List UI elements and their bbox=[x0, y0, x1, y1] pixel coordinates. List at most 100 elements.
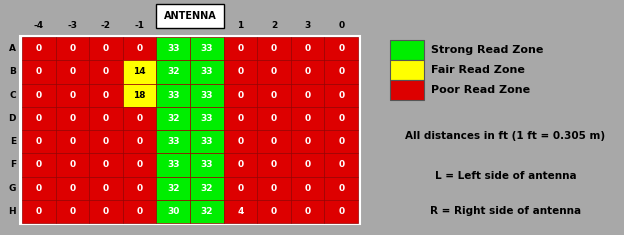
Bar bbox=[257, 200, 291, 223]
Bar bbox=[56, 200, 89, 223]
Text: 0: 0 bbox=[305, 137, 311, 146]
Text: 0: 0 bbox=[36, 114, 42, 123]
Bar bbox=[22, 83, 56, 107]
Bar bbox=[324, 153, 358, 176]
Bar bbox=[223, 153, 257, 176]
Bar bbox=[157, 153, 190, 176]
Text: 32: 32 bbox=[167, 67, 180, 76]
Text: 0: 0 bbox=[69, 114, 76, 123]
Text: 0: 0 bbox=[103, 114, 109, 123]
Bar bbox=[190, 200, 223, 223]
Bar bbox=[22, 60, 56, 83]
Text: 33: 33 bbox=[200, 114, 213, 123]
Bar bbox=[22, 200, 56, 223]
Bar bbox=[190, 176, 223, 200]
Bar bbox=[157, 200, 190, 223]
Bar bbox=[223, 130, 257, 153]
Bar bbox=[257, 153, 291, 176]
Text: 30: 30 bbox=[167, 207, 179, 216]
Text: 0: 0 bbox=[237, 137, 243, 146]
Bar bbox=[291, 107, 324, 130]
Text: 0: 0 bbox=[271, 67, 277, 76]
Bar bbox=[223, 83, 257, 107]
Bar bbox=[56, 37, 89, 60]
Text: 0: 0 bbox=[305, 160, 311, 169]
Bar bbox=[157, 107, 190, 130]
Bar bbox=[257, 107, 291, 130]
Text: 0: 0 bbox=[237, 114, 243, 123]
Bar bbox=[20, 36, 360, 224]
Text: 18: 18 bbox=[134, 91, 146, 100]
Text: 0: 0 bbox=[103, 184, 109, 193]
Text: 0: 0 bbox=[36, 207, 42, 216]
Text: 0: 0 bbox=[271, 207, 277, 216]
Text: 0: 0 bbox=[271, 137, 277, 146]
Text: Strong Read Zone: Strong Read Zone bbox=[431, 45, 543, 55]
Text: 32: 32 bbox=[200, 207, 213, 216]
Bar bbox=[123, 60, 157, 83]
Text: 0: 0 bbox=[69, 184, 76, 193]
Text: 33: 33 bbox=[200, 67, 213, 76]
Text: 0: 0 bbox=[305, 91, 311, 100]
Text: 0: 0 bbox=[338, 114, 344, 123]
Bar bbox=[56, 107, 89, 130]
Text: 0: 0 bbox=[271, 91, 277, 100]
Text: 33: 33 bbox=[200, 44, 213, 53]
Bar bbox=[190, 37, 223, 60]
Text: E: E bbox=[9, 137, 16, 146]
Bar bbox=[22, 130, 56, 153]
Text: 32: 32 bbox=[200, 184, 213, 193]
Bar bbox=[324, 37, 358, 60]
Text: B: B bbox=[9, 67, 16, 76]
Text: 0: 0 bbox=[338, 184, 344, 193]
Bar bbox=[157, 4, 223, 27]
Text: A: A bbox=[9, 44, 16, 53]
Bar bbox=[89, 107, 123, 130]
Text: 33: 33 bbox=[167, 91, 180, 100]
Text: -2: -2 bbox=[101, 21, 111, 30]
Text: 1: 1 bbox=[237, 21, 243, 30]
Text: -3: -3 bbox=[67, 21, 77, 30]
Text: G: G bbox=[8, 184, 16, 193]
Text: 0: 0 bbox=[237, 91, 243, 100]
Text: 0: 0 bbox=[338, 207, 344, 216]
Text: 32: 32 bbox=[167, 184, 180, 193]
Text: 0: 0 bbox=[338, 160, 344, 169]
Bar bbox=[56, 153, 89, 176]
Bar bbox=[157, 176, 190, 200]
Text: 33: 33 bbox=[167, 137, 180, 146]
Text: 0: 0 bbox=[305, 44, 311, 53]
Bar bbox=[324, 176, 358, 200]
Bar bbox=[257, 60, 291, 83]
Text: H: H bbox=[8, 207, 16, 216]
Text: 0: 0 bbox=[237, 184, 243, 193]
Text: F: F bbox=[9, 160, 16, 169]
Bar bbox=[223, 200, 257, 223]
Text: L = Left side of antenna: L = Left side of antenna bbox=[435, 171, 576, 181]
Bar bbox=[257, 83, 291, 107]
Text: 0: 0 bbox=[36, 67, 42, 76]
Bar bbox=[223, 107, 257, 130]
Bar bbox=[56, 176, 89, 200]
Text: 33: 33 bbox=[167, 44, 180, 53]
Text: 0: 0 bbox=[69, 137, 76, 146]
Bar bbox=[190, 60, 223, 83]
Text: 0: 0 bbox=[36, 91, 42, 100]
Text: 0: 0 bbox=[305, 114, 311, 123]
Text: 0: 0 bbox=[137, 207, 143, 216]
Text: R: R bbox=[203, 21, 210, 30]
Text: 32: 32 bbox=[167, 114, 180, 123]
Bar bbox=[324, 200, 358, 223]
Text: 0: 0 bbox=[137, 114, 143, 123]
Bar bbox=[89, 83, 123, 107]
Text: 0: 0 bbox=[103, 137, 109, 146]
Text: 0: 0 bbox=[69, 207, 76, 216]
Text: L: L bbox=[170, 21, 176, 30]
Text: 0: 0 bbox=[103, 91, 109, 100]
Bar bbox=[123, 200, 157, 223]
Text: 0: 0 bbox=[36, 137, 42, 146]
Bar bbox=[291, 60, 324, 83]
Text: ANTENNA: ANTENNA bbox=[163, 11, 217, 21]
Text: Poor Read Zone: Poor Read Zone bbox=[431, 85, 530, 95]
Text: 4: 4 bbox=[237, 207, 243, 216]
